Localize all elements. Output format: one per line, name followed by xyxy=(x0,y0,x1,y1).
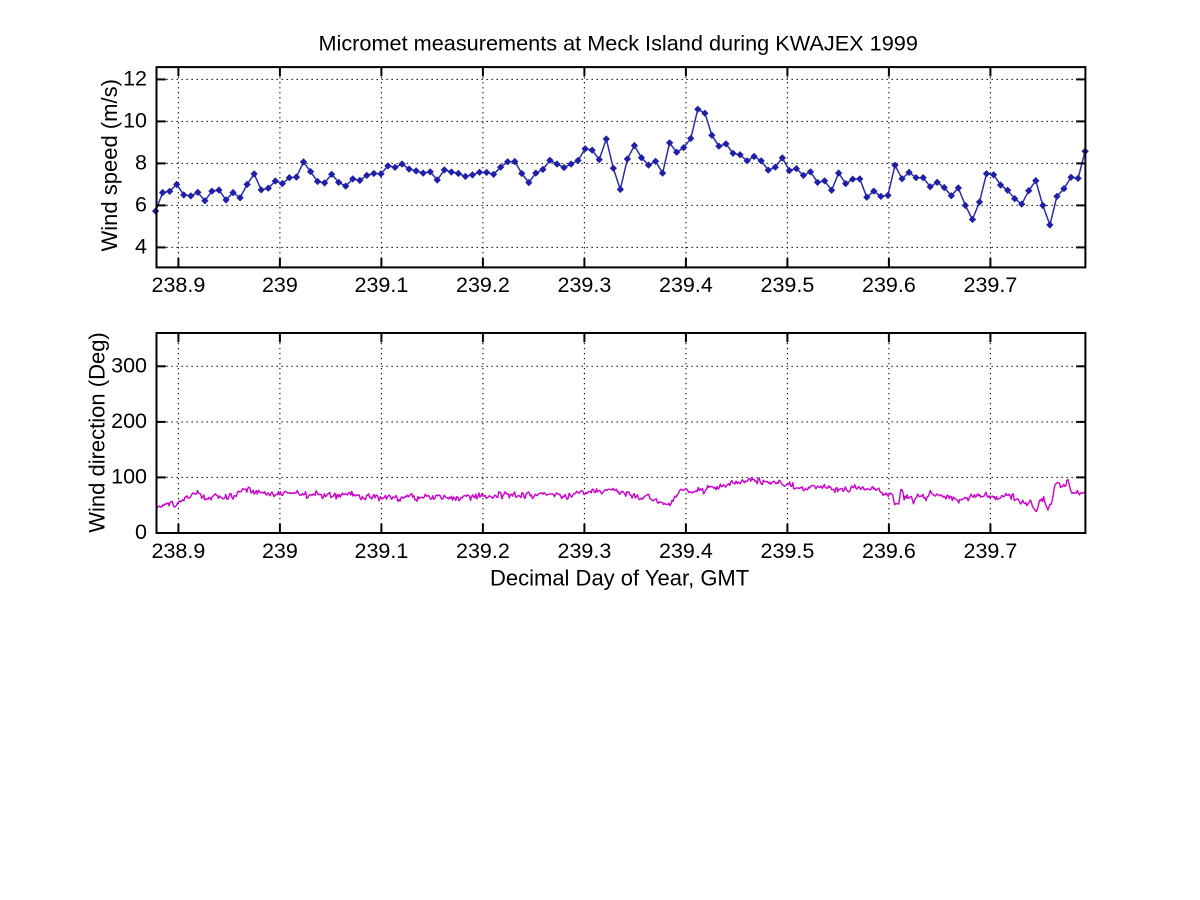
svg-text:0: 0 xyxy=(135,520,147,544)
svg-text:239.1: 239.1 xyxy=(354,539,408,563)
svg-text:239.3: 239.3 xyxy=(557,273,611,297)
svg-text:100: 100 xyxy=(111,465,147,489)
svg-text:239.6: 239.6 xyxy=(862,539,916,563)
svg-text:239.4: 239.4 xyxy=(659,273,713,297)
svg-text:239.6: 239.6 xyxy=(862,273,916,297)
svg-text:12: 12 xyxy=(123,67,147,91)
svg-text:4: 4 xyxy=(135,235,147,259)
svg-text:Wind direction (Deg): Wind direction (Deg) xyxy=(85,332,110,533)
svg-text:239.7: 239.7 xyxy=(963,273,1017,297)
svg-text:239: 239 xyxy=(262,539,298,563)
svg-text:238.9: 238.9 xyxy=(151,539,205,563)
svg-text:239.7: 239.7 xyxy=(963,539,1017,563)
svg-text:8: 8 xyxy=(135,151,147,175)
svg-text:239.5: 239.5 xyxy=(760,539,814,563)
svg-text:Decimal Day of Year, GMT: Decimal Day of Year, GMT xyxy=(490,565,749,590)
svg-text:10: 10 xyxy=(123,109,147,133)
svg-text:239.1: 239.1 xyxy=(354,273,408,297)
svg-text:Wind speed (m/s): Wind speed (m/s) xyxy=(97,79,122,251)
svg-text:239.5: 239.5 xyxy=(760,273,814,297)
svg-text:239.4: 239.4 xyxy=(659,539,713,563)
svg-text:239: 239 xyxy=(262,273,298,297)
svg-text:Micromet measurements at Meck: Micromet measurements at Meck Island dur… xyxy=(318,31,917,56)
svg-text:239.2: 239.2 xyxy=(456,273,510,297)
svg-text:200: 200 xyxy=(111,409,147,433)
svg-text:238.9: 238.9 xyxy=(151,273,205,297)
svg-text:239.2: 239.2 xyxy=(456,539,510,563)
svg-text:6: 6 xyxy=(135,193,147,217)
svg-text:300: 300 xyxy=(111,353,147,377)
svg-text:239.3: 239.3 xyxy=(557,539,611,563)
